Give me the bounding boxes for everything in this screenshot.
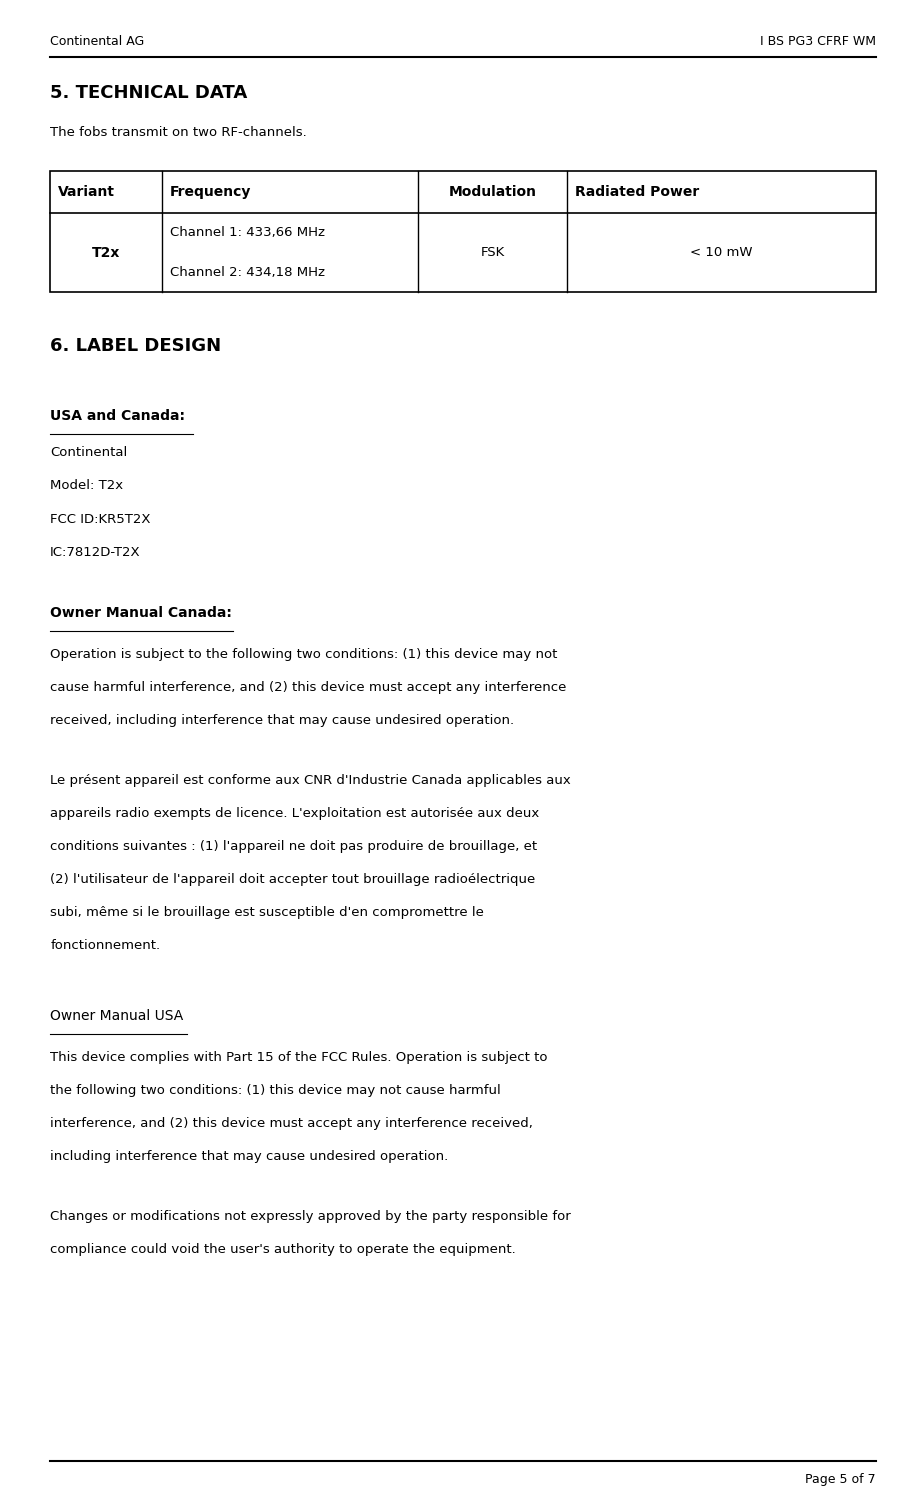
Text: cause harmful interference, and (2) this device must accept any interference: cause harmful interference, and (2) this… bbox=[50, 681, 566, 694]
Text: I BS PG3 CFRF WM: I BS PG3 CFRF WM bbox=[759, 35, 875, 48]
Text: conditions suivantes : (1) l'appareil ne doit pas produire de brouillage, et: conditions suivantes : (1) l'appareil ne… bbox=[50, 840, 537, 854]
Text: Owner Manual USA: Owner Manual USA bbox=[50, 1009, 183, 1022]
Bar bbox=[50, 171, 875, 292]
Text: including interference that may cause undesired operation.: including interference that may cause un… bbox=[50, 1150, 448, 1163]
Text: Channel 1: 433,66 MHz: Channel 1: 433,66 MHz bbox=[169, 227, 324, 239]
Text: interference, and (2) this device must accept any interference received,: interference, and (2) this device must a… bbox=[50, 1117, 532, 1130]
Text: Operation is subject to the following two conditions: (1) this device may not: Operation is subject to the following tw… bbox=[50, 648, 557, 661]
Text: Radiated Power: Radiated Power bbox=[574, 185, 698, 200]
Text: Channel 2: 434,18 MHz: Channel 2: 434,18 MHz bbox=[169, 266, 324, 278]
Text: Le présent appareil est conforme aux CNR d'Industrie Canada applicables aux: Le présent appareil est conforme aux CNR… bbox=[50, 774, 570, 788]
Text: 5. TECHNICAL DATA: 5. TECHNICAL DATA bbox=[50, 84, 247, 102]
Text: Variant: Variant bbox=[57, 185, 115, 200]
Text: USA and Canada:: USA and Canada: bbox=[50, 409, 185, 422]
Text: fonctionnement.: fonctionnement. bbox=[50, 939, 160, 953]
Text: appareils radio exempts de licence. L'exploitation est autorisée aux deux: appareils radio exempts de licence. L'ex… bbox=[50, 807, 538, 821]
Text: < 10 mW: < 10 mW bbox=[690, 246, 752, 259]
Text: compliance could void the user's authority to operate the equipment.: compliance could void the user's authori… bbox=[50, 1243, 516, 1257]
Text: subi, même si le brouillage est susceptible d'en compromettre le: subi, même si le brouillage est suscepti… bbox=[50, 906, 484, 920]
Text: The fobs transmit on two RF-channels.: The fobs transmit on two RF-channels. bbox=[50, 126, 307, 140]
Text: (2) l'utilisateur de l'appareil doit accepter tout brouillage radioélectrique: (2) l'utilisateur de l'appareil doit acc… bbox=[50, 873, 535, 887]
Text: 6. LABEL DESIGN: 6. LABEL DESIGN bbox=[50, 337, 221, 355]
Text: Modulation: Modulation bbox=[448, 185, 536, 200]
Text: This device complies with Part 15 of the FCC Rules. Operation is subject to: This device complies with Part 15 of the… bbox=[50, 1051, 548, 1064]
Text: Model: T2x: Model: T2x bbox=[50, 479, 123, 493]
Text: Page 5 of 7: Page 5 of 7 bbox=[804, 1473, 875, 1486]
Text: FCC ID:KR5T2X: FCC ID:KR5T2X bbox=[50, 513, 150, 526]
Text: Changes or modifications not expressly approved by the party responsible for: Changes or modifications not expressly a… bbox=[50, 1210, 570, 1223]
Text: IC:7812D-T2X: IC:7812D-T2X bbox=[50, 546, 140, 559]
Text: T2x: T2x bbox=[92, 245, 120, 260]
Text: Owner Manual Canada:: Owner Manual Canada: bbox=[50, 606, 231, 619]
Text: Continental: Continental bbox=[50, 446, 128, 460]
Text: received, including interference that may cause undesired operation.: received, including interference that ma… bbox=[50, 714, 514, 727]
Text: Continental AG: Continental AG bbox=[50, 35, 144, 48]
Text: the following two conditions: (1) this device may not cause harmful: the following two conditions: (1) this d… bbox=[50, 1084, 500, 1097]
Text: FSK: FSK bbox=[480, 246, 504, 259]
Text: Frequency: Frequency bbox=[169, 185, 251, 200]
